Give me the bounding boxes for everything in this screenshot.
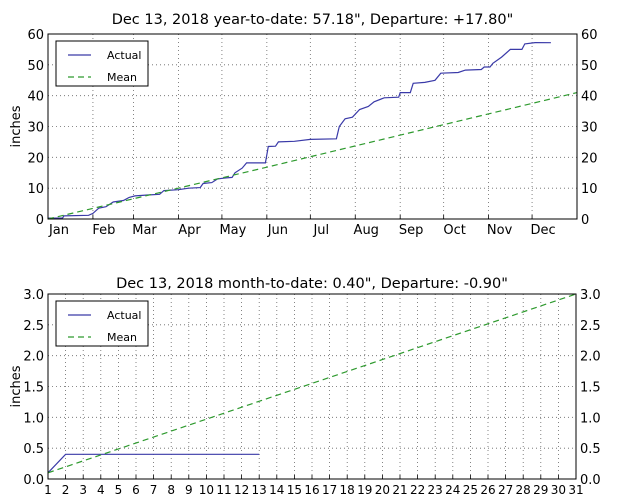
series-line-mean [47, 92, 578, 220]
series-line-actual [48, 41, 551, 219]
x-tick-label: 31 [568, 483, 583, 497]
y-tick-label-right: 0.5 [580, 442, 601, 457]
x-tick-label: 14 [269, 483, 284, 497]
x-tick-label: 16 [304, 483, 319, 497]
x-tick-label: 7 [150, 483, 158, 497]
y-tick-label-left: 10 [27, 182, 44, 197]
x-tick-label: 2 [62, 483, 70, 497]
x-tick-label: Dec [530, 223, 555, 238]
chart-panel-2: Dec 13, 2018 month-to-date: 0.40", Depar… [9, 276, 601, 497]
y-tick-label-right: 40 [581, 90, 598, 105]
chart-panel-1: Dec 13, 2018 year-to-date: 57.18", Depar… [9, 12, 598, 238]
x-tick-label: Sep [399, 223, 424, 238]
plot-frame [47, 33, 578, 220]
x-tick-label: 4 [97, 483, 105, 497]
x-tick-label: 20 [375, 483, 390, 497]
x-tick-label: 21 [392, 483, 407, 497]
y-tick-label-left: 0 [36, 213, 44, 228]
x-tick-label: 17 [322, 483, 337, 497]
x-tick-label: 19 [357, 483, 372, 497]
y-axis-label: inches [9, 365, 24, 407]
plot-frame [47, 293, 577, 480]
y-tick-label-left: 1.0 [23, 411, 44, 426]
chart-title: Dec 13, 2018 year-to-date: 57.18", Depar… [112, 12, 514, 28]
y-tick-label-right: 60 [581, 28, 598, 43]
x-tick-label: 1 [44, 483, 52, 497]
legend-box [55, 300, 149, 347]
y-tick-label-right: 0 [581, 213, 589, 228]
y-axis-label: inches [9, 105, 24, 147]
x-tick-label: 13 [252, 483, 267, 497]
y-tick-label-right: 1.0 [580, 411, 601, 426]
x-tick-label: 28 [516, 483, 531, 497]
x-tick-label: 11 [216, 483, 231, 497]
x-tick-label: 24 [445, 483, 460, 497]
y-tick-label-left: 30 [27, 121, 44, 136]
y-tick-label-right: 1.5 [580, 381, 601, 396]
x-tick-label: 27 [498, 483, 513, 497]
y-tick-label-right: 50 [581, 59, 598, 74]
y-tick-label-right: 0.0 [580, 473, 601, 488]
x-tick-label: 5 [115, 483, 123, 497]
y-tick-label-right: 30 [581, 121, 598, 136]
x-tick-label: 12 [234, 483, 249, 497]
chart-title: Dec 13, 2018 month-to-date: 0.40", Depar… [116, 276, 508, 292]
legend: Actual Mean [55, 300, 149, 347]
y-tick-label-right: 2.0 [580, 350, 601, 365]
x-tick-label: Jul [312, 223, 329, 238]
y-tick-label-left: 2.0 [23, 350, 44, 365]
x-tick-label: 26 [480, 483, 495, 497]
x-tick-label: May [219, 223, 246, 238]
y-tick-label-left: 3.0 [23, 288, 44, 303]
y-tick-label-right: 10 [581, 182, 598, 197]
y-tick-label-right: 3.0 [580, 288, 601, 303]
y-tick-label-right: 2.5 [580, 319, 601, 334]
x-tick-label: 30 [551, 483, 566, 497]
series-line-actual [47, 453, 260, 474]
y-tick-label-left: 60 [27, 28, 44, 43]
x-tick-label: 9 [185, 483, 193, 497]
legend-label-mean: Mean [107, 71, 137, 84]
legend-box [55, 40, 149, 87]
legend-label-actual: Actual [107, 309, 141, 322]
x-tick-label: Nov [487, 223, 513, 238]
y-tick-label-right: 20 [581, 151, 598, 166]
x-tick-label: Oct [443, 223, 465, 238]
x-tick-label: Jun [267, 223, 288, 238]
x-tick-label: Jan [48, 223, 69, 238]
x-tick-label: Feb [92, 223, 115, 238]
x-tick-label: 29 [533, 483, 548, 497]
x-tick-label: Aug [354, 223, 379, 238]
series-line-mean [47, 293, 577, 474]
x-tick-label: 23 [428, 483, 443, 497]
legend: Actual Mean [55, 40, 149, 87]
legend-label-actual: Actual [107, 49, 141, 62]
y-tick-label-left: 0.0 [23, 473, 44, 488]
x-tick-label: Apr [178, 223, 201, 238]
x-tick-label: 6 [132, 483, 140, 497]
x-tick-label: Mar [132, 223, 157, 238]
y-tick-label-left: 0.5 [23, 442, 44, 457]
x-tick-label: 10 [199, 483, 214, 497]
x-tick-label: 22 [410, 483, 425, 497]
x-tick-label: 25 [463, 483, 478, 497]
y-tick-label-left: 1.5 [23, 381, 44, 396]
y-tick-label-left: 50 [27, 59, 44, 74]
x-tick-label: 18 [340, 483, 355, 497]
y-tick-label-left: 20 [27, 151, 44, 166]
x-tick-label: 3 [79, 483, 87, 497]
legend-label-mean: Mean [107, 331, 137, 344]
x-tick-label: 15 [287, 483, 302, 497]
y-tick-label-left: 2.5 [23, 319, 44, 334]
x-tick-label: 8 [167, 483, 175, 497]
y-tick-label-left: 40 [27, 90, 44, 105]
